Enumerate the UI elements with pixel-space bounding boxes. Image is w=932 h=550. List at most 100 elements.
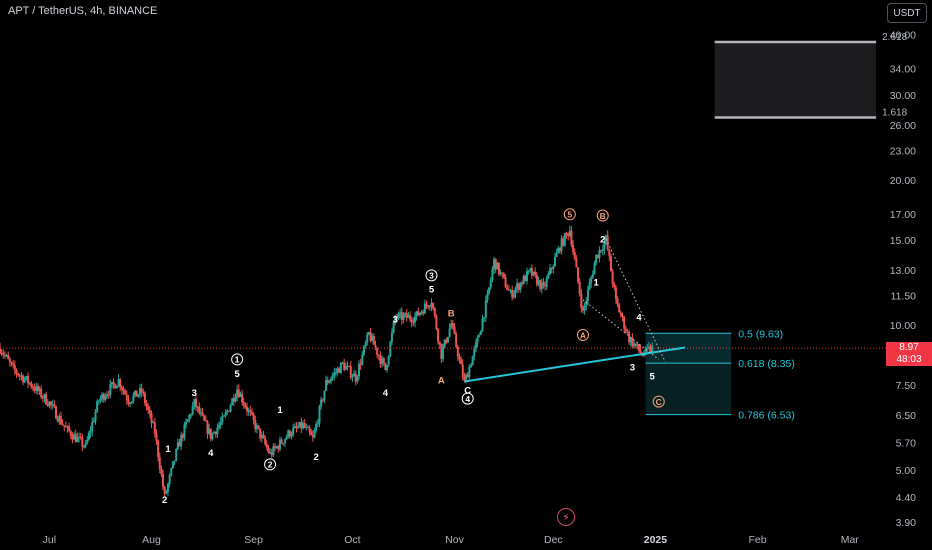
candle-body <box>203 415 206 421</box>
candle-body <box>145 403 148 407</box>
candle-body <box>287 430 290 438</box>
candle-body <box>517 283 520 290</box>
candle-body <box>226 410 229 413</box>
candle-body <box>110 382 113 385</box>
candle-body <box>649 346 652 352</box>
candle-body <box>183 424 186 438</box>
candle-body <box>590 277 593 283</box>
candle-body <box>580 293 583 308</box>
candle-body <box>330 378 333 382</box>
candle-body <box>381 358 384 364</box>
candle-body <box>333 372 336 376</box>
candle-body <box>601 249 604 251</box>
candle-body <box>448 328 451 337</box>
candle-body <box>264 437 267 445</box>
price-tick-label: 5.70 <box>896 438 917 450</box>
candle-body <box>96 401 99 412</box>
candle-body <box>420 311 423 313</box>
candle-body <box>25 375 28 379</box>
candle-body <box>469 365 472 367</box>
candle-body <box>36 385 39 392</box>
candle-body <box>106 394 109 397</box>
candle-body <box>575 258 578 268</box>
fib-level-label: 0.618 (8.35) <box>738 358 795 370</box>
candle-body <box>35 385 38 391</box>
candle-body <box>297 427 300 429</box>
candle-body <box>369 332 372 341</box>
candle-body <box>354 373 357 382</box>
candle-body <box>129 402 132 404</box>
candle-body <box>557 248 560 253</box>
candle-body <box>463 377 466 381</box>
candle-body <box>634 343 637 346</box>
candle-body <box>162 474 165 488</box>
price-tick-label: 6.50 <box>896 410 917 422</box>
candle-body <box>606 235 609 250</box>
candle-body <box>427 305 430 308</box>
candle-body <box>549 267 552 275</box>
candle-body <box>3 354 6 356</box>
candle-body <box>611 271 614 284</box>
currency-unit-button[interactable]: USDT <box>887 3 927 23</box>
candle-body <box>124 390 127 395</box>
candle-body <box>259 428 262 439</box>
candle-body <box>53 404 56 407</box>
candle-body <box>529 268 532 271</box>
candle-body <box>453 326 456 334</box>
candle-body <box>443 339 446 348</box>
candle-body <box>300 422 303 429</box>
candle-body <box>236 389 239 398</box>
lightning-icon[interactable]: ⚡︎ <box>557 508 575 526</box>
fib-zone-upper <box>645 333 732 364</box>
candle-body <box>488 287 491 294</box>
candle-body <box>175 448 178 461</box>
candle-body <box>501 272 504 275</box>
candle-body <box>152 422 155 424</box>
price-axis[interactable]: 40.00 34.00 30.00 26.00 23.00 20.00 17.00 15.00… <box>890 30 916 529</box>
candle-body <box>522 275 525 285</box>
candle-body <box>43 394 46 399</box>
candle-body <box>570 230 573 245</box>
candle-body <box>451 323 454 327</box>
fib-zone-lower <box>645 363 732 415</box>
symbol-title[interactable]: APT / TetherUS, 4h, BINANCE <box>8 5 158 17</box>
candle-body <box>173 460 176 462</box>
candle-body <box>525 271 528 282</box>
candle-body <box>237 389 240 397</box>
candle-body <box>168 475 171 484</box>
candle-body <box>550 267 553 269</box>
candle-body <box>320 399 323 407</box>
candle-body <box>56 418 59 422</box>
candle-body <box>23 378 26 383</box>
candle-body <box>323 390 326 401</box>
candle-body <box>481 318 484 331</box>
candle-body <box>198 406 201 413</box>
candle-body <box>392 322 395 333</box>
wave-connector <box>605 238 666 363</box>
candle-body <box>595 254 598 264</box>
wave-label: 1 <box>594 278 600 289</box>
candle-body <box>84 442 87 447</box>
wave-label: 2 <box>600 235 605 246</box>
candle-body <box>135 390 138 397</box>
candle-body <box>539 280 542 290</box>
candle-body <box>153 422 156 435</box>
time-tick-label: Jul <box>43 534 56 546</box>
candle-body <box>102 394 105 401</box>
candle-body <box>404 313 407 315</box>
candle-body <box>636 344 639 346</box>
candle-body <box>71 436 74 440</box>
candle-body <box>484 300 487 318</box>
price-tick-label: 34.00 <box>890 64 916 76</box>
wave-label: 3 <box>393 315 398 326</box>
bar-countdown: 48:03 <box>896 354 922 365</box>
candle-body <box>221 416 224 422</box>
candle-body <box>78 436 81 438</box>
time-axis[interactable]: Jul Aug Sep Oct Nov Dec 2025 Feb Mar <box>43 534 860 546</box>
price-tick-label: 3.90 <box>896 517 917 529</box>
candle-body <box>178 442 181 447</box>
candle-body <box>137 394 140 397</box>
candle-body <box>325 379 328 391</box>
